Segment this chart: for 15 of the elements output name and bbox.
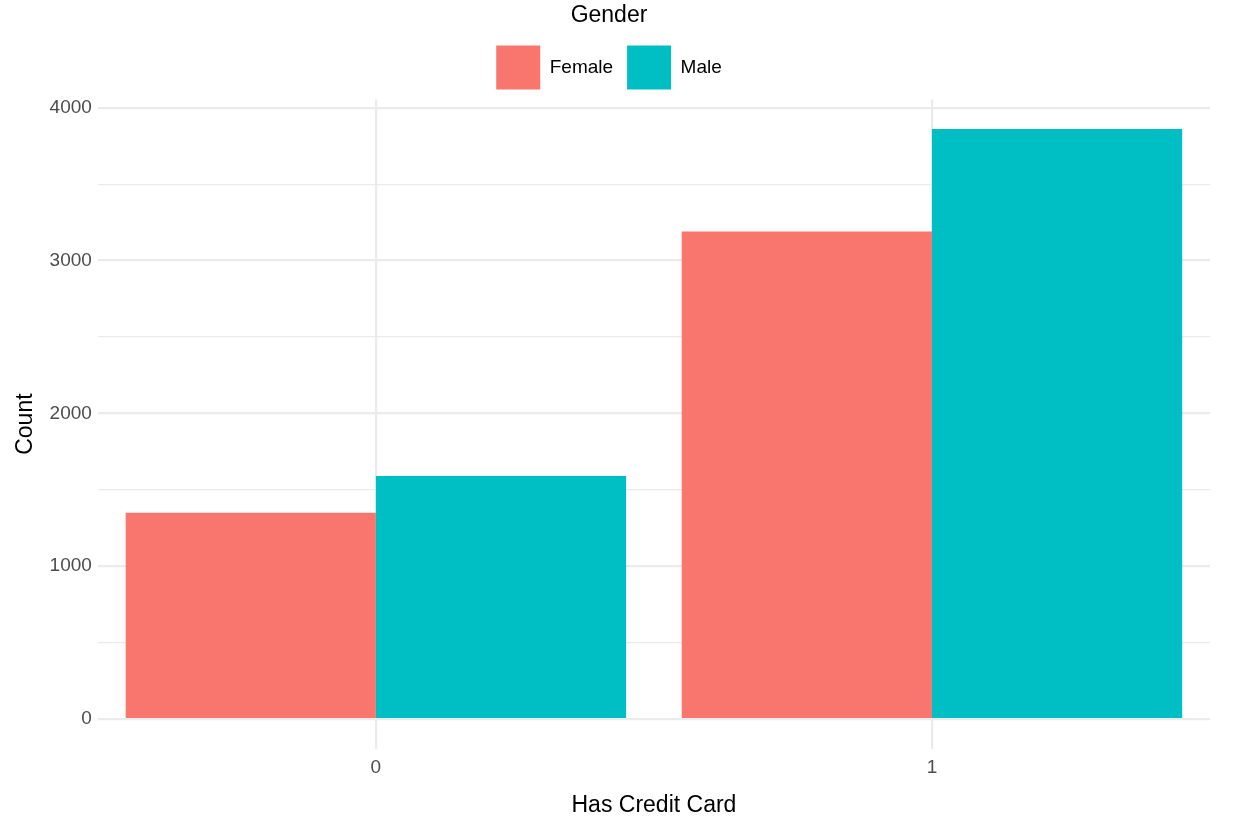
y-tick-label: 3000 xyxy=(49,248,92,270)
legend-title: Gender xyxy=(570,0,648,27)
bar xyxy=(375,476,627,718)
y-tick-label: 4000 xyxy=(49,95,92,117)
bar xyxy=(931,129,1183,718)
legend-label: Male xyxy=(680,55,722,77)
y-tick-label: 1000 xyxy=(49,554,92,576)
y-axis-title: Count xyxy=(11,392,38,455)
legend-label: Female xyxy=(549,55,614,77)
y-tick-label: 0 xyxy=(81,707,92,729)
bar xyxy=(681,231,932,718)
x-axis-title: Has Credit Card xyxy=(571,790,737,817)
bar xyxy=(125,512,376,718)
y-tick-label: 2000 xyxy=(49,401,92,423)
x-tick-label: 1 xyxy=(926,756,938,778)
